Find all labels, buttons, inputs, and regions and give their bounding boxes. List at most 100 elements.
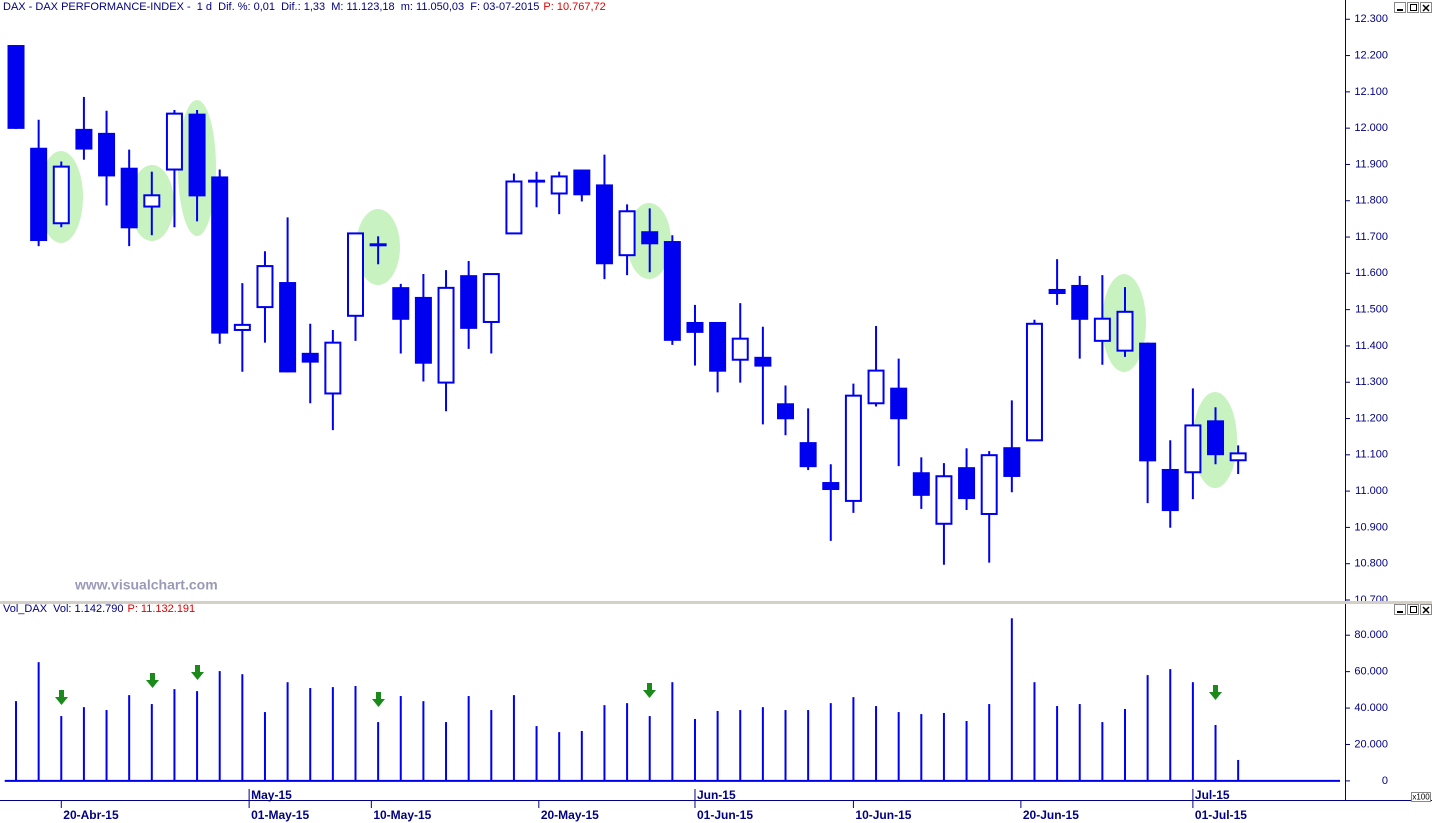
volume-bar <box>988 704 991 781</box>
volume-bar <box>580 730 583 781</box>
volume-bar <box>626 703 629 781</box>
volume-bar <box>1146 675 1149 781</box>
candle-body <box>98 132 116 177</box>
candle-body <box>1207 420 1225 456</box>
volume-bar <box>422 701 425 781</box>
y-tick-label: 11.500 <box>1355 304 1388 316</box>
volume-bar <box>829 703 832 781</box>
volume-bar <box>1191 682 1194 781</box>
minimize-button[interactable] <box>1394 2 1406 13</box>
maximize-button[interactable] <box>1407 604 1419 615</box>
volume-bar <box>807 710 810 781</box>
price-header: DAX - DAX PERFORMANCE-INDEX - 1 d Dif. %… <box>3 1 606 13</box>
candle-body <box>1048 288 1066 295</box>
scale-note: x100 <box>1412 793 1430 802</box>
watermark: www.visualchart.com <box>74 577 218 593</box>
candle-body <box>1184 424 1202 474</box>
candle-body <box>211 176 229 334</box>
y-tick-label: 60.000 <box>1354 666 1388 678</box>
volume-bar <box>399 696 402 781</box>
volume-bar <box>671 682 674 781</box>
candle-body <box>709 321 727 372</box>
volume-bar <box>354 686 357 781</box>
volume-bar <box>648 716 651 781</box>
candle-body <box>120 167 138 229</box>
y-tick-label: 11.700 <box>1355 231 1388 243</box>
candle-body <box>75 128 93 150</box>
arrow <box>191 665 204 680</box>
volume-bar <box>60 716 63 781</box>
candle-body <box>324 341 342 395</box>
maximize-button[interactable] <box>1407 2 1419 13</box>
volume-bar <box>1101 722 1104 781</box>
month-tick-label: Jul-15 <box>1195 788 1230 802</box>
icon <box>1422 606 1430 614</box>
candle-body <box>1161 468 1179 512</box>
volume-bar <box>535 726 538 781</box>
header-title: DAX - DAX PERFORMANCE-INDEX - 1 d Dif. %… <box>3 1 539 13</box>
volume-bar <box>105 710 108 781</box>
volume-bar <box>490 710 493 781</box>
volume-bar <box>445 722 448 781</box>
volume-bar <box>150 704 153 781</box>
arrow <box>372 692 385 707</box>
candle-body <box>844 394 862 502</box>
volume-bar <box>1123 708 1126 781</box>
x-tick-label: 10-May-15 <box>373 808 431 822</box>
x-axis: 20-Abr-15 01-May-15 10-May-15 20-May-15 01-J… <box>60 788 1247 822</box>
x-tick-label: 10-Jun-15 <box>855 808 911 822</box>
candle-body <box>346 232 364 317</box>
month-tick-label: Jun-15 <box>697 788 736 802</box>
candle-body <box>1093 317 1111 342</box>
candle-body <box>392 287 410 320</box>
volume-bar <box>467 696 470 781</box>
volume-bar <box>1010 618 1013 781</box>
volume-bar <box>852 697 855 781</box>
icon <box>1410 4 1417 11</box>
candle-body <box>822 482 840 491</box>
candle-body <box>165 112 183 171</box>
volume-bar <box>512 695 515 781</box>
y-tick-label: 10.800 <box>1354 558 1388 570</box>
candle-body <box>52 165 70 225</box>
volume-bar <box>920 714 923 781</box>
candle-body <box>799 442 817 468</box>
volume-bar <box>196 691 199 781</box>
volume-bar <box>128 695 131 781</box>
candle-body <box>482 273 500 323</box>
volume-bar <box>1169 669 1172 781</box>
volume-bar <box>15 701 18 781</box>
candle-body <box>550 175 568 195</box>
x-tick-label: 20-May-15 <box>541 808 599 822</box>
candle-body <box>980 454 998 515</box>
y-tick-label: 12.100 <box>1354 86 1388 98</box>
candle-body <box>935 475 953 525</box>
y-tick-label: 11.200 <box>1355 412 1388 424</box>
candle-body <box>641 231 659 245</box>
volume-bar <box>1214 724 1217 781</box>
minimize-button[interactable] <box>1394 604 1406 615</box>
volume-bar <box>716 710 719 781</box>
volume-bar <box>263 712 266 781</box>
candle-body <box>369 243 387 247</box>
volume-bar <box>1078 704 1081 781</box>
y-tick-label: 11.300 <box>1355 376 1388 388</box>
window-buttons[interactable] <box>1394 2 1432 615</box>
arrow <box>55 690 68 705</box>
y-tick-label: 11.600 <box>1355 267 1388 279</box>
volume-bar <box>37 662 40 781</box>
volume-bar <box>309 688 312 781</box>
candle-body <box>460 275 478 329</box>
candle-body <box>1025 322 1043 442</box>
x-tick-label: 01-Jul-15 <box>1195 808 1247 822</box>
icon <box>1422 4 1430 12</box>
x-tick-label: 20-Abr-15 <box>63 808 119 822</box>
volume-bar <box>331 687 334 781</box>
candle-body <box>256 265 274 309</box>
volume-price: P: 11.132.191 <box>127 603 195 615</box>
candle-body <box>686 321 704 333</box>
candle-body <box>573 169 591 196</box>
volume-bar <box>693 718 696 781</box>
volume-bar <box>377 722 380 781</box>
candle-body <box>1116 310 1134 352</box>
